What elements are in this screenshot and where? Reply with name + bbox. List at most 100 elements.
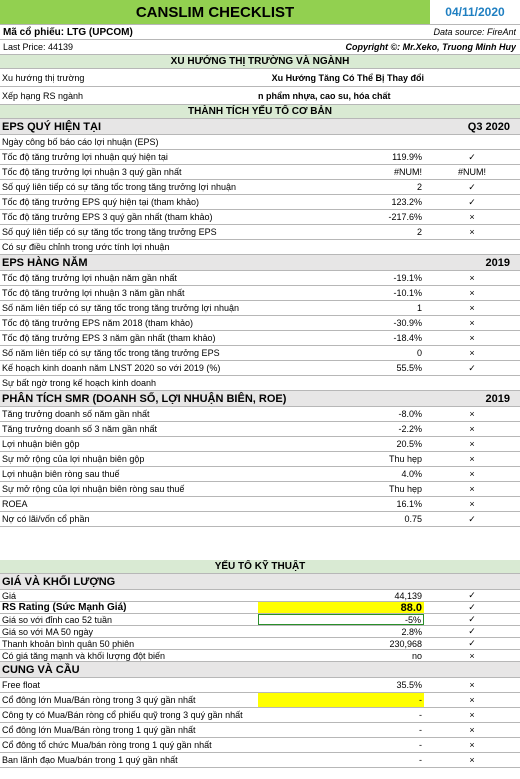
row-value[interactable]: 2 (416, 182, 422, 192)
row-value[interactable]: Thu hẹp (388, 454, 422, 464)
row-value[interactable]: -30.9% (393, 318, 422, 328)
row-label[interactable]: Tốc độ tăng trưởng EPS 3 quý gần nhất (t… (2, 212, 213, 222)
group-period[interactable]: 2019 (485, 392, 510, 405)
market-value[interactable]: Xu Hướng Tăng Có Thể Bị Thay đổi (271, 72, 424, 83)
market-label[interactable]: Xu hướng thị trường (2, 72, 85, 83)
group-title[interactable]: EPS QUÝ HIỆN TẠI (2, 120, 102, 133)
market-label[interactable]: Xếp hạng RS ngành (2, 90, 84, 101)
row-label[interactable]: Tăng trưởng doanh số năm gần nhất (2, 409, 150, 419)
row-value[interactable]: -18.4% (393, 333, 422, 343)
group-title[interactable]: PHÂN TÍCH SMR (DOANH SỐ, LỢI NHUẬN BIÊN,… (2, 392, 287, 405)
group-period[interactable]: 2019 (485, 256, 510, 269)
group-title[interactable]: EPS HÀNG NĂM (2, 256, 88, 269)
row-label[interactable]: Giá (2, 590, 17, 601)
check-row: Nợ có lãi/vốn cổ phần 0.75 ✓ (0, 512, 520, 527)
check-row: Tốc độ tăng trưởng EPS 3 năm gần nhất (t… (0, 331, 520, 346)
row-value[interactable]: -217.6% (388, 212, 422, 222)
row-value[interactable]: 1 (416, 303, 422, 313)
check-row: Tốc độ tăng trưởng lợi nhuận quý hiện tạ… (0, 150, 520, 165)
row-label[interactable]: Lợi nhuận biên ròng sau thuế (2, 469, 120, 479)
row-value[interactable]: 0.75 (404, 514, 422, 524)
row-label[interactable]: Số năm liên tiếp có sự tăng tốc trong tă… (2, 303, 239, 313)
row-value[interactable]: -2.2% (398, 424, 422, 434)
row-value[interactable] (258, 240, 424, 254)
row-label[interactable]: Tốc độ tăng trưởng lợi nhuận 3 quý gần n… (2, 167, 182, 177)
row-value[interactable]: - (258, 693, 424, 707)
row-label[interactable]: Tăng trưởng doanh số 3 năm gần nhất (2, 424, 158, 434)
row-label[interactable]: Tốc độ tăng trưởng EPS 3 năm gần nhất (t… (2, 333, 216, 343)
row-label[interactable]: Ban lãnh đạo Mua/bán trong 1 quý gần nhấ… (2, 755, 178, 765)
row-label[interactable]: Số năm liên tiếp có sự tăng tốc trong tă… (2, 348, 220, 358)
row-label[interactable]: Sự mở rộng của lợi nhuận biên ròng sau t… (2, 484, 185, 494)
row-value[interactable]: -10.1% (393, 288, 422, 298)
group-title[interactable]: CUNG VÀ CẦU (2, 663, 80, 676)
section-technical: YẾU TỐ KỸ THUẬT (0, 560, 520, 574)
row-label[interactable]: Tốc độ tăng trưởng lợi nhuận năm gần nhấ… (2, 273, 177, 283)
row-value[interactable]: -19.1% (393, 273, 422, 283)
row-value[interactable]: 123.2% (391, 197, 422, 207)
row-value[interactable]: 44,139 (394, 590, 422, 601)
check-row: Lợi nhuận biên ròng sau thuế 4.0% × (0, 467, 520, 482)
check-row: Số quý liên tiếp có sự tăng tốc trong tă… (0, 225, 520, 240)
row-value[interactable]: -8.0% (398, 409, 422, 419)
row-value[interactable]: #NUM! (393, 167, 422, 177)
row-value[interactable]: - (419, 725, 422, 735)
row-label[interactable]: Công ty có Mua/Bán ròng cổ phiếu quỹ tro… (2, 710, 243, 720)
group-period[interactable]: Q3 2020 (467, 120, 510, 133)
row-label[interactable]: Sự mở rộng của lợi nhuận biên gộp (2, 454, 145, 464)
row-label[interactable]: Ngày công bố báo cáo lợi nhuận (EPS) (2, 137, 159, 147)
row-value[interactable]: 88.0 (258, 602, 424, 613)
row-label[interactable]: Giá so với MA 50 ngày (2, 626, 93, 637)
row-label[interactable]: ROEA (2, 499, 28, 509)
row-value[interactable]: - (419, 740, 422, 750)
check-row: Thanh khoản bình quân 50 phiên 230,968 ✓ (0, 638, 520, 650)
row-value[interactable]: - (419, 755, 422, 765)
report-date: 04/11/2020 (430, 0, 520, 24)
row-value[interactable]: 2.8% (401, 626, 422, 637)
row-mark: × (469, 695, 475, 705)
group-heading: CUNG VÀ CẦU (0, 662, 520, 678)
row-mark: × (469, 484, 475, 494)
row-value[interactable] (258, 376, 424, 390)
group-title[interactable]: GIÁ VÀ KHỐI LƯỢNG (2, 575, 116, 588)
check-row: Ngày công bố báo cáo lợi nhuận (EPS) (0, 135, 520, 150)
row-value[interactable]: 4.0% (401, 469, 422, 479)
market-value[interactable]: n phẩm nhựa, cao su, hóa chất (258, 90, 391, 101)
row-label[interactable]: Lợi nhuận biên gộp (2, 439, 80, 449)
row-label[interactable]: Kế hoạch kinh doanh năm LNST 2020 so với… (2, 363, 221, 373)
row-mark: ✓ (468, 362, 476, 373)
section-title: XU HƯỚNG THỊ TRƯỜNG VÀ NGÀNH (170, 56, 350, 67)
row-value[interactable]: - (419, 710, 422, 720)
row-label[interactable]: Cổ đông lớn Mua/Bán ròng trong 1 quý gần… (2, 725, 196, 735)
row-label[interactable]: Nợ có lãi/vốn cổ phần (2, 514, 90, 524)
row-value[interactable]: Thu hẹp (388, 484, 422, 494)
row-label[interactable]: Giá so với đỉnh cao 52 tuần (2, 614, 112, 625)
row-label[interactable]: Số quý liên tiếp có sự tăng tốc trong tă… (2, 182, 236, 192)
row-value[interactable]: 2 (416, 227, 422, 237)
row-label[interactable]: Thanh khoản bình quân 50 phiên (2, 638, 135, 649)
row-value[interactable]: no (411, 650, 422, 661)
row-label[interactable]: Tốc độ tăng trưởng lợi nhuận 3 năm gần n… (2, 288, 185, 298)
row-label[interactable]: Sự bất ngờ trong kế hoạch kinh doanh (2, 378, 157, 388)
row-value[interactable]: 55.5% (396, 363, 422, 373)
row-mark: × (469, 499, 475, 509)
row-label[interactable]: Có sự điều chỉnh trong ước tính lợi nhuậ… (2, 242, 170, 252)
row-value[interactable]: 0 (416, 348, 422, 358)
row-value[interactable]: -5% (258, 614, 424, 625)
row-label[interactable]: Có giá tăng mạnh và khối lượng đột biến (2, 650, 166, 661)
row-value[interactable] (258, 135, 424, 149)
row-label[interactable]: Số quý liên tiếp có sự tăng tốc trong tă… (2, 227, 217, 237)
row-label[interactable]: Tốc độ tăng trưởng lợi nhuận quý hiện tạ… (2, 152, 168, 162)
row-value[interactable]: 20.5% (396, 439, 422, 449)
row-value[interactable]: 35.5% (396, 680, 422, 690)
row-label[interactable]: Cổ đông tổ chức Mua/bán ròng trong 1 quý… (2, 740, 212, 750)
row-value[interactable]: 119.9% (392, 152, 422, 162)
row-label[interactable]: RS Rating (Sức Mạnh Giá) (2, 602, 127, 613)
row-label[interactable]: Free float (2, 680, 41, 690)
row-label[interactable]: Cổ đông lớn Mua/Bán ròng trong 3 quý gần… (2, 695, 196, 705)
check-row: Tốc độ tăng trưởng EPS năm 2018 (tham kh… (0, 316, 520, 331)
row-label[interactable]: Tốc độ tăng trưởng EPS năm 2018 (tham kh… (2, 318, 194, 328)
row-label[interactable]: Tốc độ tăng trưởng EPS quý hiện tại (tha… (2, 197, 200, 207)
row-value[interactable]: 230,968 (389, 638, 422, 649)
row-value[interactable]: 16.1% (396, 499, 422, 509)
